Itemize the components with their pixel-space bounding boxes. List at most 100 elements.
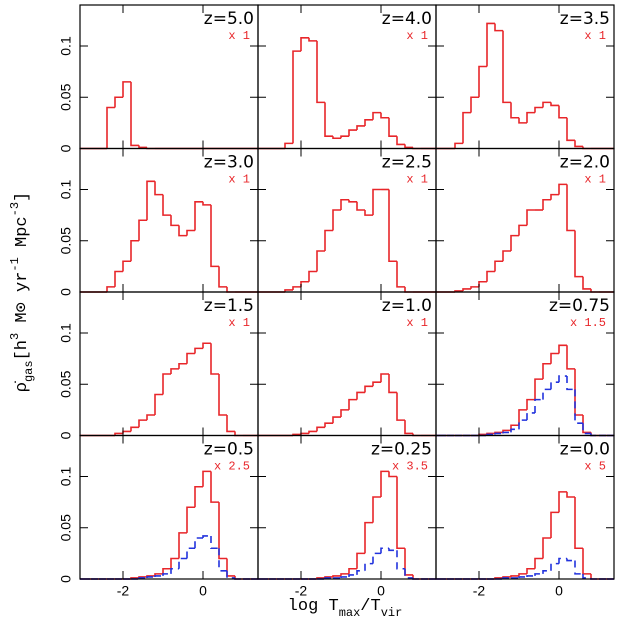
histogram-step xyxy=(218,374,227,416)
histogram-step xyxy=(348,567,357,574)
histogram-step xyxy=(478,65,487,98)
scale-note: x 1 xyxy=(406,316,428,330)
histogram-step xyxy=(154,575,163,577)
histogram-step xyxy=(396,261,405,288)
histogram-step xyxy=(582,573,591,579)
histogram-step xyxy=(324,422,333,428)
histogram-step xyxy=(340,576,349,578)
histogram-step xyxy=(502,431,511,434)
histogram-step xyxy=(332,416,341,424)
scale-note: x 1 xyxy=(406,173,428,187)
y-tick-label: 0 xyxy=(58,431,74,439)
panel-title: z=0.25 xyxy=(371,440,432,460)
y-tick-label: 0.05 xyxy=(58,227,74,254)
label-part: vir xyxy=(381,606,403,620)
histogram-step xyxy=(122,260,131,272)
histogram-step xyxy=(486,270,495,282)
histogram-step xyxy=(324,102,333,137)
histogram-step xyxy=(388,471,397,478)
histogram-step xyxy=(300,432,309,435)
scale-note: x 1 xyxy=(406,29,428,43)
histogram-step xyxy=(356,125,365,131)
histogram-step xyxy=(178,362,187,369)
panel-title: z=2.5 xyxy=(382,153,432,173)
histogram-step xyxy=(502,30,511,104)
histogram-step xyxy=(470,96,479,113)
histogram-step xyxy=(226,286,235,293)
histogram-step xyxy=(210,204,219,268)
histogram-step xyxy=(574,389,583,424)
y-tick-label: 0 xyxy=(58,575,74,583)
label-part: log T xyxy=(288,597,339,616)
histogram-step xyxy=(202,201,211,206)
scale-note: x 2.5 xyxy=(214,460,250,474)
panel-title: z=0.75 xyxy=(549,296,610,316)
histogram-step xyxy=(218,548,227,572)
histogram-step xyxy=(162,373,171,395)
histogram-step xyxy=(170,557,179,569)
histogram-step xyxy=(372,496,381,523)
histogram-step xyxy=(454,142,463,149)
histogram-step xyxy=(566,376,575,391)
label-part: -1 xyxy=(8,257,22,271)
histogram-step xyxy=(146,180,155,221)
histogram-step xyxy=(332,575,341,577)
histogram-step xyxy=(518,419,527,430)
histogram-step xyxy=(202,470,211,487)
label-part: gas xyxy=(22,360,36,382)
histogram-step xyxy=(558,183,567,195)
histogram-step xyxy=(526,398,535,410)
histogram-step xyxy=(494,432,503,435)
histogram-step xyxy=(388,189,397,263)
histogram-step xyxy=(526,412,535,421)
label-part: 3 xyxy=(8,333,22,340)
histogram-step xyxy=(308,37,317,42)
y-tick-label: 0.1 xyxy=(58,467,74,487)
histogram-step xyxy=(356,391,365,400)
x-axis-label: log Tmax/Tvir xyxy=(288,597,403,620)
histogram-step xyxy=(332,209,341,231)
histogram-step xyxy=(518,117,527,124)
histogram-step xyxy=(138,219,147,241)
histogram-step xyxy=(218,266,227,288)
histogram-step xyxy=(518,573,527,576)
histogram-step xyxy=(226,570,235,579)
histogram-step xyxy=(292,50,301,144)
histogram-step xyxy=(292,286,301,290)
histogram-step xyxy=(122,81,131,98)
histogram-step xyxy=(170,567,179,574)
histogram-step xyxy=(316,40,325,104)
y-tick-label: 0.05 xyxy=(58,514,74,541)
histogram-step xyxy=(316,426,325,432)
histogram-step xyxy=(340,409,349,418)
histogram-step xyxy=(162,567,171,574)
histogram-step xyxy=(404,568,413,579)
histogram-step xyxy=(462,111,471,144)
histogram-step xyxy=(308,430,317,434)
histogram-step xyxy=(550,381,559,390)
histogram-step xyxy=(154,393,163,415)
scale-note: x 1.5 xyxy=(570,316,606,330)
scale-note: x 1 xyxy=(584,29,606,43)
histogram-step xyxy=(186,506,195,533)
panel-title: z=0.0 xyxy=(560,440,610,460)
x-tick-label: 0 xyxy=(377,583,385,599)
histogram-step xyxy=(388,548,397,552)
histogram-step xyxy=(348,199,357,203)
y-tick-label: 0.1 xyxy=(58,36,74,56)
y-tick-label: 0 xyxy=(58,288,74,296)
histogram-step xyxy=(194,347,203,354)
histogram-step xyxy=(138,145,147,149)
histogram-step xyxy=(542,101,551,108)
histogram-step xyxy=(162,573,171,576)
panel-title: z=5.0 xyxy=(204,9,254,29)
histogram-step xyxy=(186,229,195,236)
histogram-step xyxy=(114,432,123,436)
histogram-step xyxy=(404,420,413,435)
histogram-step xyxy=(566,491,575,498)
histogram-step xyxy=(396,476,405,550)
histogram-step xyxy=(550,352,559,364)
histogram-step xyxy=(364,562,373,571)
histogram-step xyxy=(582,276,591,290)
